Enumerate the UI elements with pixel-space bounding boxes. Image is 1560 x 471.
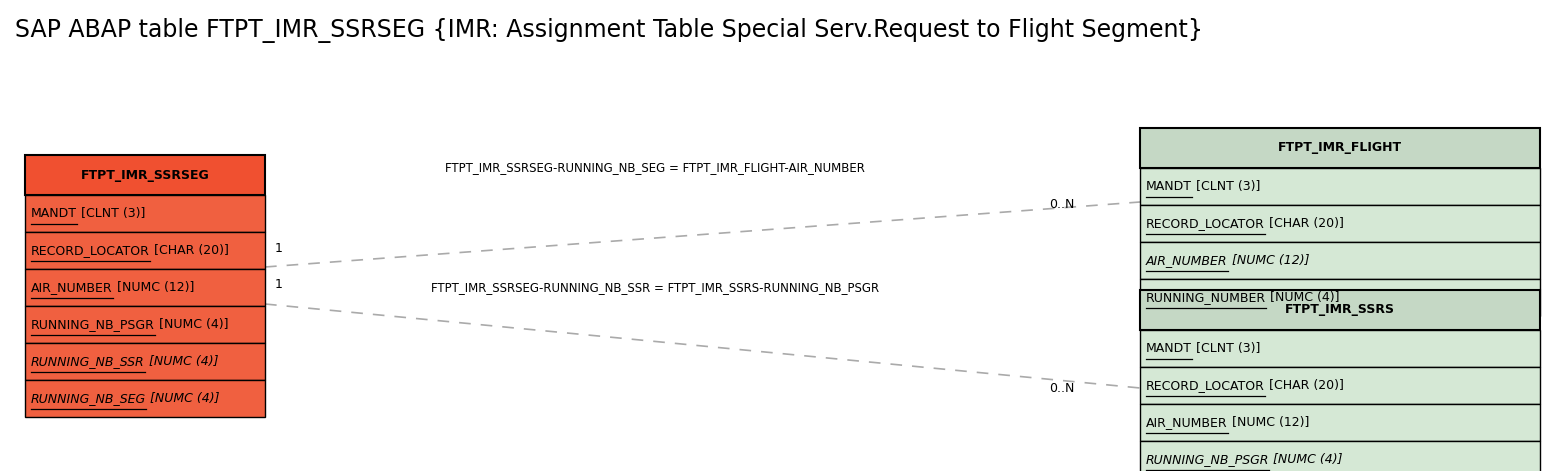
Text: [CLNT (3)]: [CLNT (3)] xyxy=(1192,342,1260,355)
Text: [CLNT (3)]: [CLNT (3)] xyxy=(76,207,145,220)
Text: FTPT_IMR_FLIGHT: FTPT_IMR_FLIGHT xyxy=(1278,141,1402,154)
Text: RUNNING_NB_PSGR: RUNNING_NB_PSGR xyxy=(31,318,154,331)
Text: [NUMC (4)]: [NUMC (4)] xyxy=(147,392,220,405)
Text: [CLNT (3)]: [CLNT (3)] xyxy=(1192,180,1260,193)
Text: [NUMC (12)]: [NUMC (12)] xyxy=(112,281,193,294)
Text: [NUMC (4)]: [NUMC (4)] xyxy=(154,318,228,331)
Text: FTPT_IMR_SSRS: FTPT_IMR_SSRS xyxy=(1285,303,1395,317)
Text: 0..N: 0..N xyxy=(1050,197,1075,211)
Text: 1: 1 xyxy=(275,278,282,292)
Text: RECORD_LOCATOR: RECORD_LOCATOR xyxy=(31,244,150,257)
Bar xyxy=(25,155,265,195)
Text: [NUMC (4)]: [NUMC (4)] xyxy=(145,355,218,368)
Bar xyxy=(1140,279,1540,316)
Bar xyxy=(1140,441,1540,471)
Bar xyxy=(1140,404,1540,441)
Text: MANDT: MANDT xyxy=(31,207,76,220)
Text: MANDT: MANDT xyxy=(1147,180,1192,193)
Text: 0..N: 0..N xyxy=(1050,382,1075,395)
Text: RUNNING_NB_PSGR: RUNNING_NB_PSGR xyxy=(1147,453,1270,466)
Text: [NUMC (12)]: [NUMC (12)] xyxy=(1228,416,1309,429)
Text: RECORD_LOCATOR: RECORD_LOCATOR xyxy=(1147,217,1265,230)
Text: AIR_NUMBER: AIR_NUMBER xyxy=(31,281,112,294)
Text: MANDT: MANDT xyxy=(1147,342,1192,355)
Text: AIR_NUMBER: AIR_NUMBER xyxy=(1147,254,1228,267)
Text: FTPT_IMR_SSRSEG-RUNNING_NB_SSR = FTPT_IMR_SSRS-RUNNING_NB_PSGR: FTPT_IMR_SSRSEG-RUNNING_NB_SSR = FTPT_IM… xyxy=(431,282,880,294)
Bar xyxy=(1140,168,1540,205)
Bar xyxy=(25,343,265,380)
Bar xyxy=(25,380,265,417)
Text: [NUMC (12)]: [NUMC (12)] xyxy=(1228,254,1309,267)
Text: RUNNING_NUMBER: RUNNING_NUMBER xyxy=(1147,291,1267,304)
Text: [CHAR (20)]: [CHAR (20)] xyxy=(1265,217,1343,230)
Bar xyxy=(1140,290,1540,330)
Bar xyxy=(25,306,265,343)
Bar xyxy=(1140,367,1540,404)
Text: [NUMC (4)]: [NUMC (4)] xyxy=(1267,291,1340,304)
Text: RECORD_LOCATOR: RECORD_LOCATOR xyxy=(1147,379,1265,392)
Text: RUNNING_NB_SSR: RUNNING_NB_SSR xyxy=(31,355,145,368)
Text: FTPT_IMR_SSRSEG: FTPT_IMR_SSRSEG xyxy=(81,169,209,181)
Text: [CHAR (20)]: [CHAR (20)] xyxy=(150,244,229,257)
Bar xyxy=(1140,330,1540,367)
Text: RUNNING_NB_SEG: RUNNING_NB_SEG xyxy=(31,392,147,405)
Text: 1: 1 xyxy=(275,242,282,254)
Bar xyxy=(25,195,265,232)
Bar xyxy=(25,269,265,306)
Text: SAP ABAP table FTPT_IMR_SSRSEG {IMR: Assignment Table Special Serv.Request to Fl: SAP ABAP table FTPT_IMR_SSRSEG {IMR: Ass… xyxy=(16,18,1203,43)
Bar xyxy=(1140,205,1540,242)
Bar xyxy=(1140,242,1540,279)
Bar xyxy=(1140,128,1540,168)
Text: FTPT_IMR_SSRSEG-RUNNING_NB_SEG = FTPT_IMR_FLIGHT-AIR_NUMBER: FTPT_IMR_SSRSEG-RUNNING_NB_SEG = FTPT_IM… xyxy=(445,162,864,174)
Text: AIR_NUMBER: AIR_NUMBER xyxy=(1147,416,1228,429)
Bar xyxy=(25,232,265,269)
Text: [NUMC (4)]: [NUMC (4)] xyxy=(1270,453,1343,466)
Text: [CHAR (20)]: [CHAR (20)] xyxy=(1265,379,1343,392)
